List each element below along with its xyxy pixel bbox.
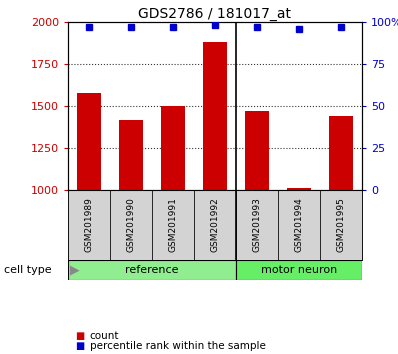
Text: cell type: cell type (4, 265, 52, 275)
Title: GDS2786 / 181017_at: GDS2786 / 181017_at (139, 7, 291, 21)
Text: GSM201991: GSM201991 (168, 198, 178, 252)
Text: GSM201994: GSM201994 (295, 198, 304, 252)
Text: GSM201989: GSM201989 (84, 198, 94, 252)
Text: GSM201990: GSM201990 (127, 198, 135, 252)
Bar (320, 190, 362, 260)
Bar (152, 190, 194, 260)
Bar (78, 92, 101, 190)
Bar (287, 188, 310, 190)
Text: percentile rank within the sample: percentile rank within the sample (90, 341, 265, 351)
Bar (236, 260, 362, 280)
Bar (68, 260, 236, 280)
Bar (203, 42, 226, 190)
Bar (162, 106, 185, 190)
Text: GSM201992: GSM201992 (211, 198, 220, 252)
Text: ■: ■ (76, 331, 85, 341)
Text: ■: ■ (76, 341, 85, 351)
Bar (194, 190, 236, 260)
Bar (330, 116, 353, 190)
Text: GSM201993: GSM201993 (252, 198, 261, 252)
Bar (119, 120, 142, 190)
Bar (278, 190, 320, 260)
Text: GSM201995: GSM201995 (336, 198, 345, 252)
Text: motor neuron: motor neuron (261, 265, 337, 275)
Text: reference: reference (125, 265, 179, 275)
Text: ▶: ▶ (70, 263, 79, 276)
Text: count: count (90, 331, 119, 341)
Bar (68, 190, 110, 260)
Bar (246, 111, 269, 190)
Bar (110, 190, 152, 260)
Bar (236, 190, 278, 260)
